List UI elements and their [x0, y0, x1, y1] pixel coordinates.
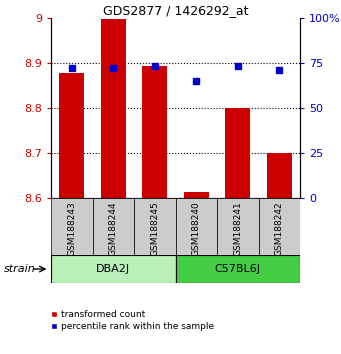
Bar: [143, 66, 167, 198]
Text: GSM188241: GSM188241: [233, 201, 242, 256]
Text: GSM188245: GSM188245: [150, 201, 159, 256]
Bar: [267, 153, 292, 198]
Bar: [93, 198, 134, 255]
Text: DBA2J: DBA2J: [96, 264, 131, 274]
Bar: [59, 73, 84, 198]
Bar: [176, 255, 300, 283]
Text: GSM188243: GSM188243: [68, 201, 76, 256]
Bar: [134, 198, 176, 255]
Bar: [258, 198, 300, 255]
Bar: [101, 19, 126, 198]
Bar: [225, 108, 250, 198]
Text: strain: strain: [3, 264, 35, 274]
Bar: [51, 255, 176, 283]
Title: GDS2877 / 1426292_at: GDS2877 / 1426292_at: [103, 4, 248, 17]
Text: GSM188242: GSM188242: [275, 201, 284, 256]
Text: GSM188244: GSM188244: [109, 201, 118, 256]
Bar: [176, 198, 217, 255]
Bar: [184, 192, 209, 198]
Bar: [217, 198, 258, 255]
Text: GSM188240: GSM188240: [192, 201, 201, 256]
Legend: transformed count, percentile rank within the sample: transformed count, percentile rank withi…: [46, 307, 218, 334]
Bar: [51, 198, 93, 255]
Text: C57BL6J: C57BL6J: [215, 264, 261, 274]
